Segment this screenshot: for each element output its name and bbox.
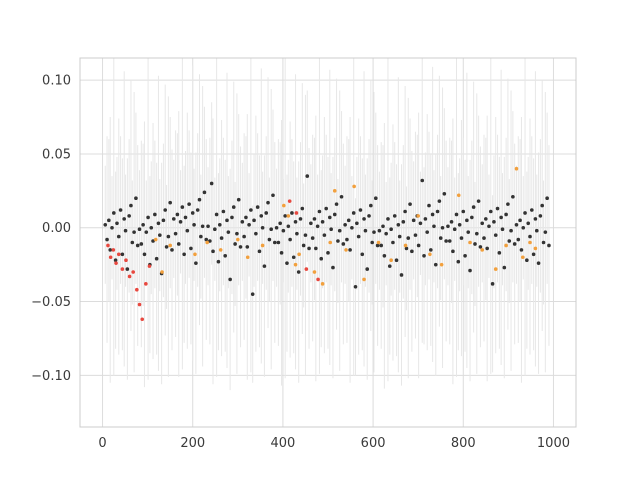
- y-tick-label: −0.10: [31, 369, 71, 384]
- y-axis: 0.10 0.05 0.00 −0.05 −0.10: [31, 74, 71, 384]
- x-tick-label: 600: [361, 436, 386, 451]
- y-tick-label: −0.05: [31, 295, 71, 310]
- x-axis: 0 200 400 600 800 1000: [98, 436, 570, 451]
- points-layer-measurements-with-errorbars: [103, 174, 551, 296]
- points-layer-flagged-red: [106, 199, 320, 322]
- x-tick-label: 0: [98, 436, 106, 451]
- x-tick-label: 800: [451, 436, 476, 451]
- x-tick-label: 1000: [537, 436, 570, 451]
- points-layer-flagged-orange: [153, 166, 538, 286]
- x-tick-label: 200: [180, 436, 205, 451]
- x-tick-label: 400: [270, 436, 295, 451]
- grid-layer: [80, 58, 576, 427]
- y-tick-label: 0.00: [42, 221, 71, 236]
- axes-spines: [79, 57, 577, 428]
- y-tick-label: 0.10: [42, 74, 71, 89]
- y-tick-label: 0.05: [42, 147, 71, 162]
